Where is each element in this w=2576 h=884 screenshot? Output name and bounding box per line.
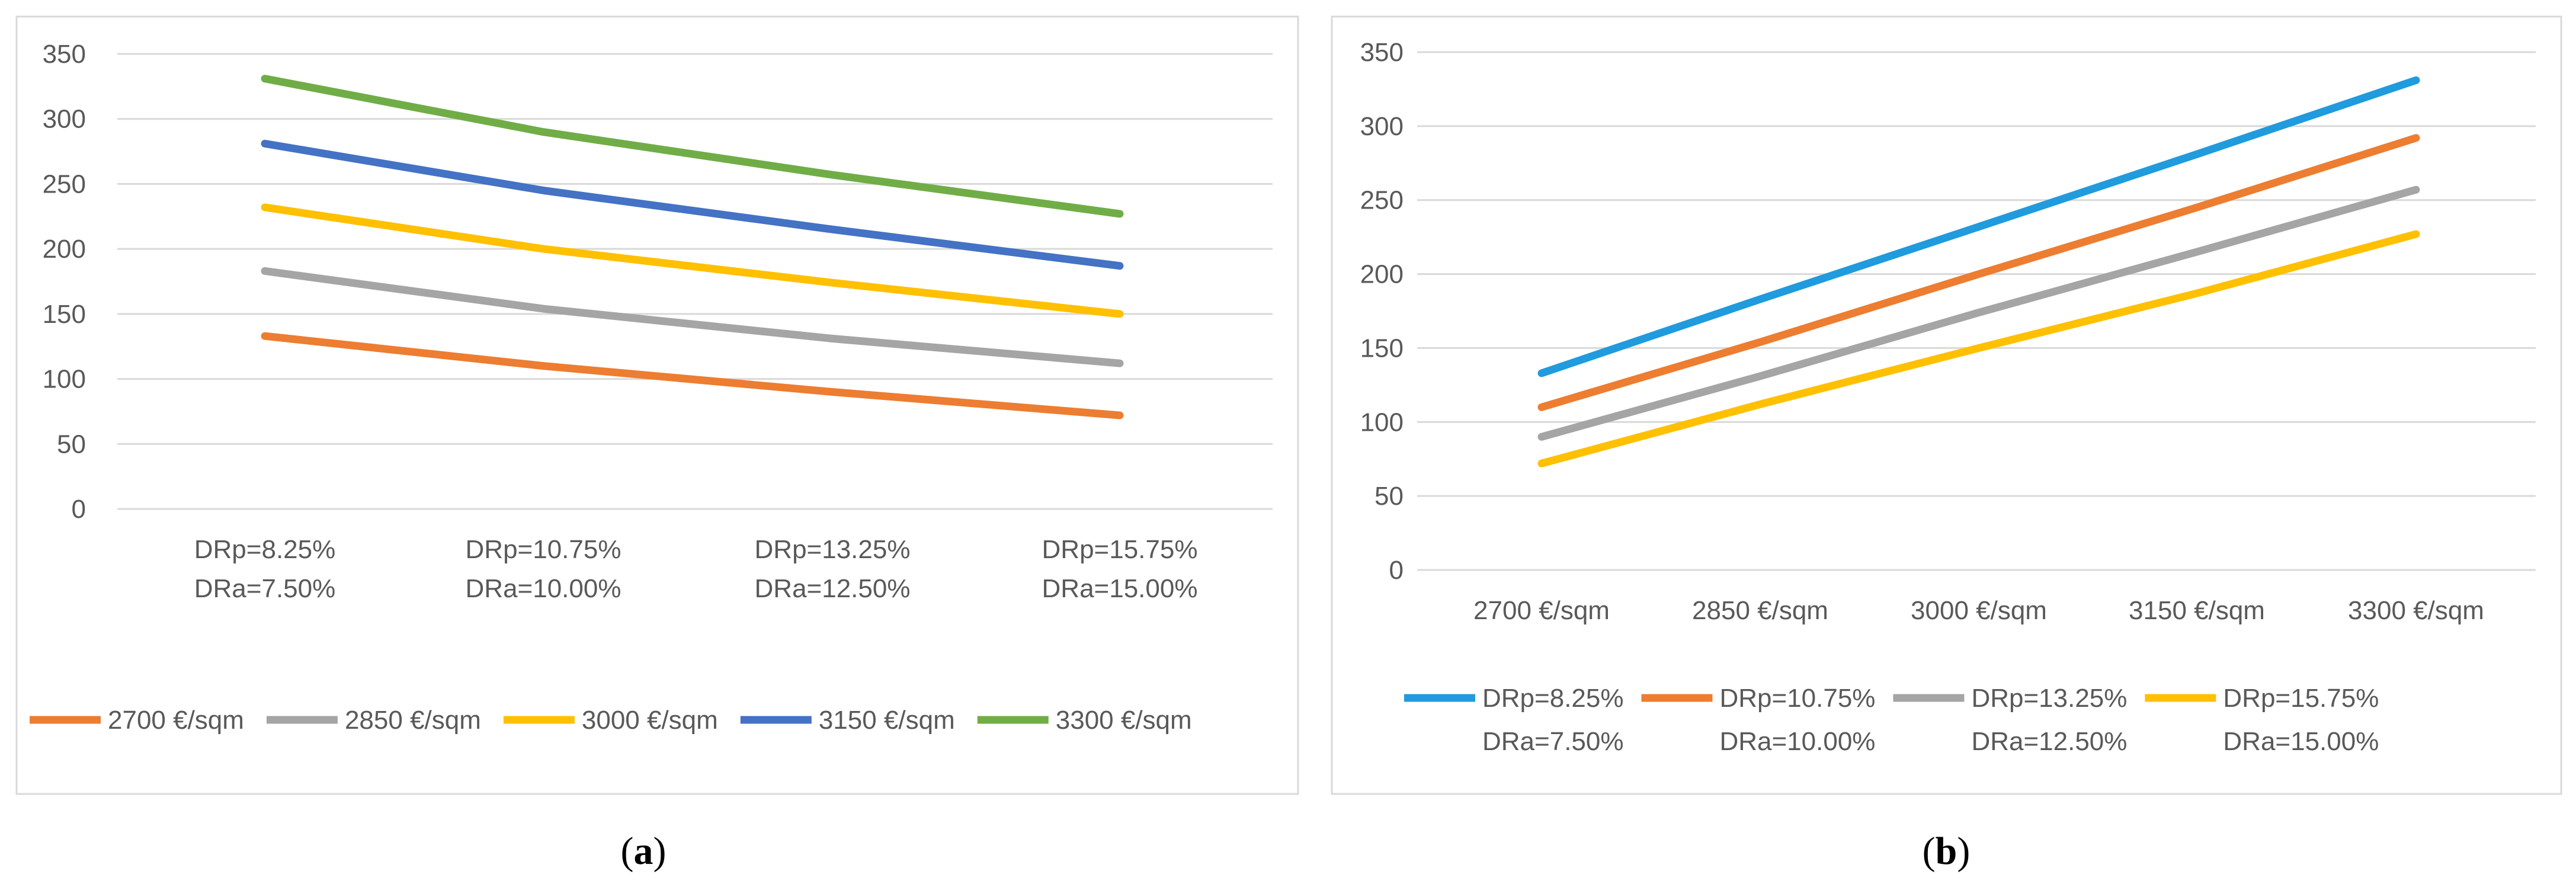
y-tick-label: 100 bbox=[1360, 408, 1404, 437]
series-line-2 bbox=[261, 203, 1124, 318]
legend-item: DRp=15.75% DRa=15.00% bbox=[2145, 684, 2379, 756]
legend-label: 3150 €/sqm bbox=[819, 706, 955, 735]
x-tick-label-line: DRa=10.00% bbox=[466, 574, 621, 603]
legend-label-line: 2700 €/sqm bbox=[108, 706, 244, 735]
y-axis-ticks: 0 50 100 150 200 250 300 350 bbox=[1360, 38, 1404, 585]
x-tick-label-line: 2700 €/sqm bbox=[1473, 596, 1610, 625]
series-line-0 bbox=[261, 332, 1124, 419]
y-tick-label: 200 bbox=[43, 235, 86, 264]
panel-frame bbox=[15, 15, 1299, 795]
x-tick-label-line: DRp=15.75% bbox=[1042, 535, 1198, 564]
y-tick-label: 150 bbox=[1360, 334, 1404, 363]
x-tick-label-line: DRa=12.50% bbox=[755, 574, 911, 603]
panel-caption-letter: b bbox=[1936, 829, 1957, 873]
legend-item: 3150 €/sqm bbox=[740, 706, 955, 735]
y-tick-label: 0 bbox=[72, 495, 86, 524]
legend-item: DRp=13.25% DRa=12.50% bbox=[1893, 684, 2127, 756]
legend-label: DRp=10.75% DRa=10.00% bbox=[1719, 684, 1875, 756]
series-line-1 bbox=[261, 267, 1124, 367]
series-line-3 bbox=[1537, 230, 2420, 467]
y-tick-label: 100 bbox=[43, 365, 86, 394]
x-tick-label-line: DRp=8.25% bbox=[194, 535, 335, 564]
legend-item: DRp=10.75% DRa=10.00% bbox=[1641, 684, 1875, 756]
legend: 2700 €/sqm 2850 €/sqm 3000 €/sqm 3150 €/sqm… bbox=[30, 706, 1192, 735]
series-line-4 bbox=[261, 75, 1124, 218]
legend-label: DRp=8.25% DRa=7.50% bbox=[1482, 684, 1623, 756]
legend-label: 3000 €/sqm bbox=[582, 706, 718, 735]
x-tick-label-line: 3300 €/sqm bbox=[2348, 596, 2484, 625]
x-tick-label: DRp=15.75% DRa=15.00% bbox=[1042, 535, 1198, 603]
y-tick-label: 150 bbox=[43, 300, 86, 329]
legend-label-line: 3300 €/sqm bbox=[1056, 706, 1192, 735]
x-tick-label-line: DRa=15.00% bbox=[1042, 574, 1198, 603]
x-tick-label: 2700 €/sqm bbox=[1473, 596, 1610, 625]
legend-item: 2700 €/sqm bbox=[30, 706, 244, 735]
panel-caption: (a) bbox=[621, 829, 667, 873]
series-lines bbox=[261, 75, 1124, 419]
y-tick-label: 0 bbox=[1389, 556, 1404, 585]
legend: DRp=8.25% DRa=7.50%DRp=10.75% DRa=10.00%DR… bbox=[1404, 684, 2379, 756]
legend-item: 3000 €/sqm bbox=[503, 706, 718, 735]
panel-caption: (b) bbox=[1923, 829, 1971, 873]
legend-label: 2700 €/sqm bbox=[108, 706, 244, 735]
legend-item: 3300 €/sqm bbox=[977, 706, 1192, 735]
legend-label-line: DRa=7.50% bbox=[1482, 727, 1623, 756]
legend-item: DRp=8.25% DRa=7.50% bbox=[1404, 684, 1623, 756]
y-tick-label: 200 bbox=[1360, 260, 1404, 289]
legend-item: 2850 €/sqm bbox=[266, 706, 481, 735]
y-tick-label: 350 bbox=[43, 40, 86, 69]
legend-label: DRp=15.75% DRa=15.00% bbox=[2223, 684, 2379, 756]
x-tick-label: 3150 €/sqm bbox=[2129, 596, 2265, 625]
y-tick-label: 50 bbox=[57, 430, 86, 459]
series-lines bbox=[1537, 76, 2420, 467]
chart-panel-b: 0 50 100 150 200 250 300 350 2700 €/sqm 2850 €/sq… bbox=[1331, 15, 2562, 873]
series-line-0 bbox=[1537, 76, 2420, 377]
legend-label-line: DRa=15.00% bbox=[2223, 727, 2379, 756]
x-tick-label-line: DRp=13.25% bbox=[755, 535, 911, 564]
y-axis-ticks: 0 50 100 150 200 250 300 350 bbox=[43, 40, 86, 524]
legend-label-line: 3000 €/sqm bbox=[582, 706, 718, 735]
legend-label-line: DRa=12.50% bbox=[1971, 727, 2127, 756]
x-tick-label: 3300 €/sqm bbox=[2348, 596, 2484, 625]
legend-label-line: DRa=10.00% bbox=[1719, 727, 1875, 756]
x-tick-label: DRp=8.25% DRa=7.50% bbox=[194, 535, 335, 603]
y-tick-label: 250 bbox=[1360, 186, 1404, 215]
y-tick-label: 250 bbox=[43, 169, 86, 198]
legend-label: 2850 €/sqm bbox=[345, 706, 481, 735]
x-tick-label: 2850 €/sqm bbox=[1692, 596, 1828, 625]
legend-label-line: 3150 €/sqm bbox=[819, 706, 955, 735]
x-tick-label-line: 3000 €/sqm bbox=[1911, 596, 2047, 625]
legend-label-line: DRp=13.25% bbox=[1971, 684, 2127, 713]
x-tick-label: DRp=10.75% DRa=10.00% bbox=[466, 535, 621, 603]
legend-label-line: DRp=8.25% bbox=[1482, 684, 1623, 713]
series-line-2 bbox=[1537, 185, 2420, 441]
legend-label-line: DRp=15.75% bbox=[2223, 684, 2379, 713]
y-tick-label: 350 bbox=[1360, 38, 1404, 67]
x-tick-label-line: 2850 €/sqm bbox=[1692, 596, 1828, 625]
x-tick-label-line: 3150 €/sqm bbox=[2129, 596, 2265, 625]
legend-label: DRp=13.25% DRa=12.50% bbox=[1971, 684, 2127, 756]
legend-label-line: DRp=10.75% bbox=[1719, 684, 1875, 713]
x-axis-labels: DRp=8.25% DRa=7.50%DRp=10.75% DRa=10.00%DR… bbox=[194, 535, 1198, 603]
panel-frame bbox=[1331, 15, 2562, 795]
x-tick-label: DRp=13.25% DRa=12.50% bbox=[755, 535, 911, 603]
x-tick-label-line: DRp=10.75% bbox=[466, 535, 621, 564]
legend-label-line: 2850 €/sqm bbox=[345, 706, 481, 735]
y-tick-label: 300 bbox=[1360, 112, 1404, 141]
series-line-1 bbox=[1537, 134, 2420, 411]
panel-caption-letter: a bbox=[634, 829, 653, 873]
y-tick-label: 50 bbox=[1374, 482, 1404, 511]
x-axis-labels: 2700 €/sqm 2850 €/sqm 3000 €/sqm 3150 €/sqm… bbox=[1473, 596, 2484, 625]
series-line-3 bbox=[261, 139, 1124, 270]
x-tick-label: 3000 €/sqm bbox=[1911, 596, 2047, 625]
x-tick-label-line: DRa=7.50% bbox=[194, 574, 335, 603]
y-tick-label: 300 bbox=[43, 105, 86, 134]
legend-label: 3300 €/sqm bbox=[1056, 706, 1192, 735]
